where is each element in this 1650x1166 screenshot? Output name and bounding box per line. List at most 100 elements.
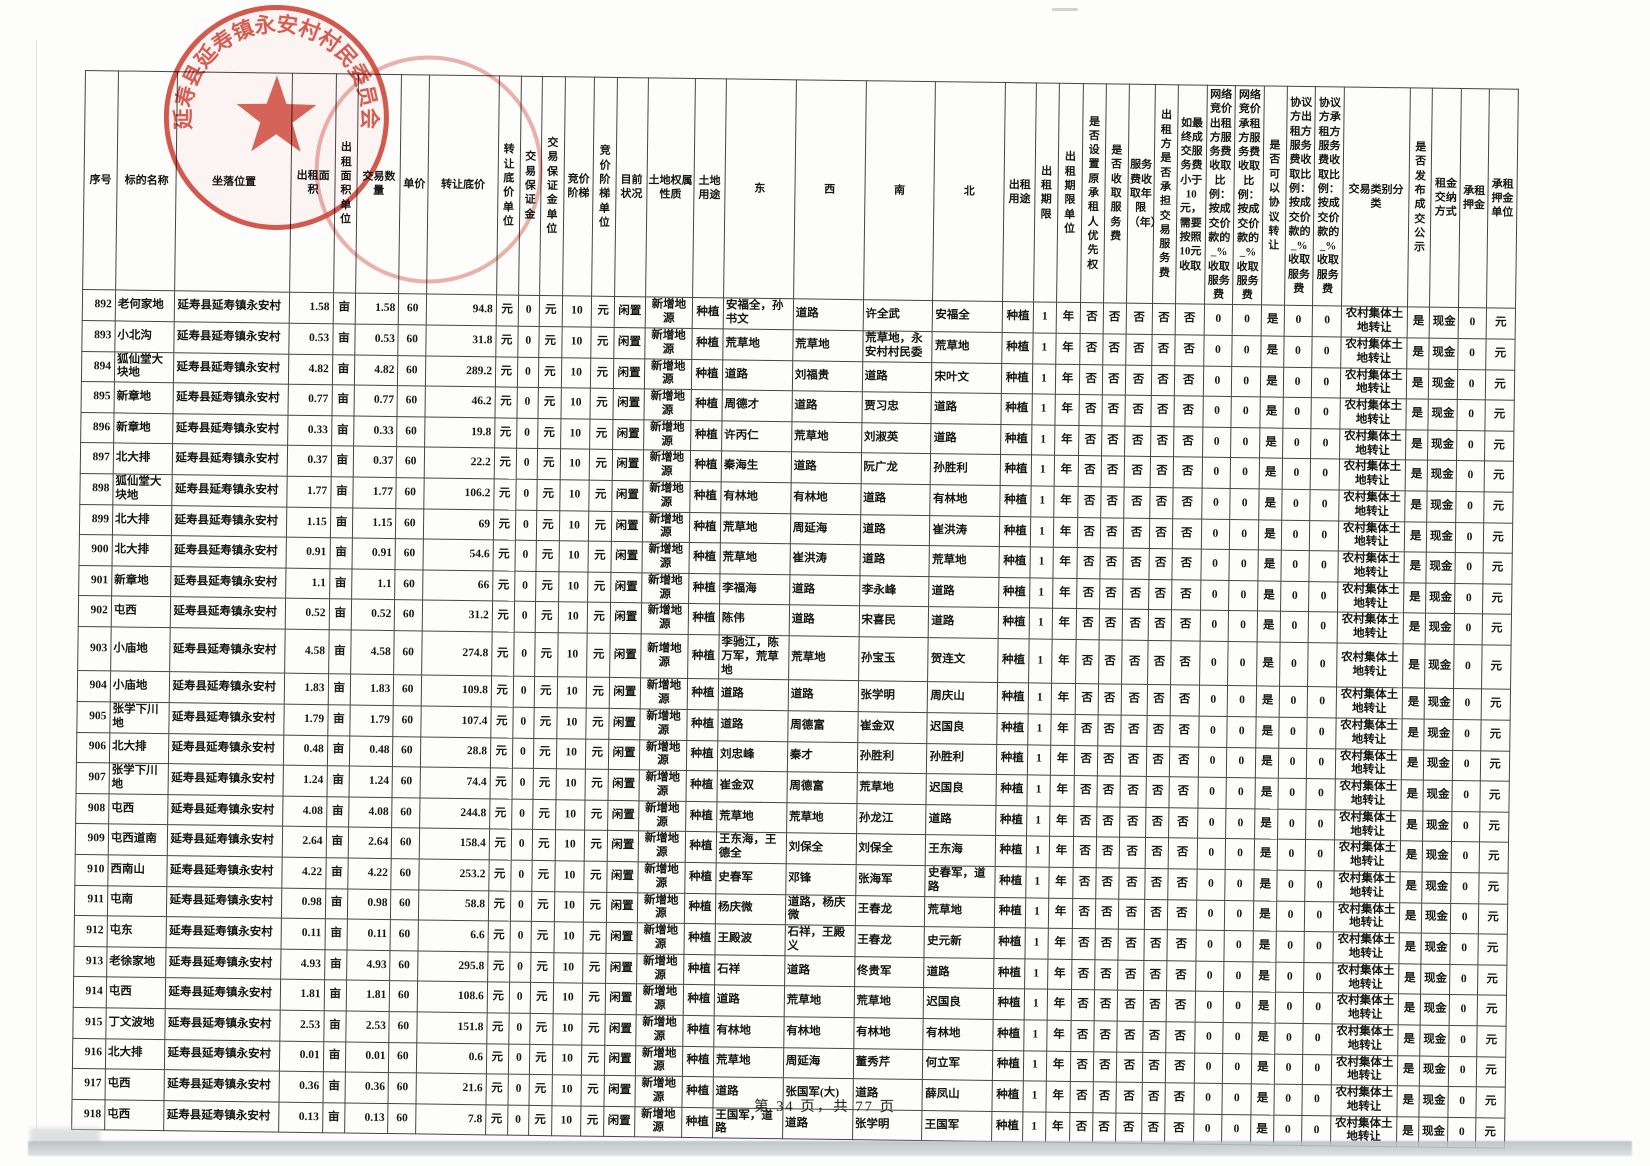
table-cell: 902 (78, 595, 112, 627)
table-cell: 元 (1483, 491, 1514, 523)
table-cell: 0 (1451, 811, 1480, 843)
table-cell: 107.4 (420, 705, 492, 738)
table-cell: 元 (489, 829, 512, 861)
table-cell: 是 (1406, 307, 1430, 339)
table-cell: 0 (1456, 460, 1485, 492)
table-cell: 史元新 (924, 926, 995, 959)
table-cell: 亩 (330, 476, 354, 508)
table-cell: 种植 (684, 923, 716, 955)
table-cell: 现金 (1429, 338, 1459, 370)
table-cell: 0.48 (283, 734, 328, 766)
table-cell: 60 (391, 858, 420, 890)
table-cell: 0 (1276, 839, 1306, 871)
table-cell: 0 (514, 509, 537, 541)
table-cell: 0 (1457, 399, 1486, 431)
column-header: 序号 (82, 70, 119, 291)
table-cell: 延寿县延寿镇永安村 (172, 444, 289, 477)
table-cell: 否 (1077, 547, 1101, 579)
table-cell: 10 (555, 799, 586, 831)
table-cell: 亩 (323, 1041, 347, 1073)
table-cell: 0 (1456, 430, 1485, 462)
table-cell: 0 (1280, 580, 1310, 612)
table-cell: 延寿县延寿镇永安村 (166, 947, 282, 980)
table-cell: 1.1 (286, 567, 330, 600)
table-cell: 60 (393, 705, 422, 737)
table-cell: 0 (1280, 519, 1311, 551)
table-cell: 10 (558, 540, 589, 572)
table-cell: 0 (1197, 777, 1227, 809)
table-cell: 0 (1224, 900, 1254, 931)
table-cell: 0 (1448, 1025, 1478, 1057)
table-cell: 屯西 (111, 596, 172, 628)
table-cell: 李驰江，陈万军，荒草地 (718, 634, 789, 681)
table-cell: 是 (1256, 641, 1280, 687)
table-cell: 否 (1169, 715, 1199, 747)
table-cell: 迟国良 (923, 987, 994, 1020)
table-cell: 0 (1199, 610, 1229, 642)
table-cell: 10 (553, 921, 584, 953)
table-cell: 10 (561, 357, 592, 389)
table-cell: 种植 (992, 1049, 1024, 1081)
table-cell: 种植 (997, 638, 1030, 684)
table-cell: 1 (1025, 897, 1049, 929)
table-cell: 是 (1258, 488, 1282, 520)
table-cell: 否 (1096, 775, 1120, 807)
table-cell: 0 (508, 1013, 531, 1044)
table-cell: 元 (587, 633, 611, 678)
table-cell: 0 (1231, 396, 1261, 428)
table-cell: 许丙仁 (721, 420, 792, 453)
table-cell: 否 (1117, 898, 1145, 930)
table-cell: 否 (1092, 1112, 1116, 1144)
table-cell: 60 (395, 508, 424, 540)
table-cell: 0 (1226, 747, 1256, 779)
table-cell: 种植 (686, 709, 719, 741)
table-cell: 年 (1048, 836, 1074, 868)
table-cell: 元 (490, 737, 513, 769)
table-cell: 912 (74, 915, 108, 947)
table-cell: 农村集体土地转让 (1340, 398, 1407, 430)
table-cell: 60 (394, 569, 424, 601)
table-cell: 屯南 (107, 885, 168, 917)
table-cell: 否 (1079, 364, 1103, 396)
table-cell: 0 (513, 632, 536, 677)
table-cell: 延寿县延寿镇永安村 (166, 916, 282, 949)
table-cell: 0 (1450, 872, 1480, 904)
table-cell: 种植 (1002, 332, 1034, 364)
table-cell: 10 (560, 418, 591, 450)
table-cell: 道路 (930, 423, 1002, 455)
table-cell: 0 (1197, 746, 1228, 778)
table-cell: 种植 (997, 713, 1029, 745)
table-cell: 元 (588, 541, 612, 573)
table-cell: 年 (1048, 897, 1074, 929)
table-cell: 否 (1166, 960, 1196, 992)
table-cell: 0 (1276, 870, 1306, 902)
table-cell: 否 (1123, 487, 1151, 519)
table-cell: 否 (1165, 1021, 1195, 1053)
table-cell: 种植 (993, 1019, 1025, 1051)
table-cell: 周德富 (786, 771, 857, 804)
table-cell: 否 (1096, 837, 1120, 869)
table-cell: 1.77 (287, 476, 331, 508)
table-cell: 元 (487, 951, 510, 983)
table-cell: 4.08 (283, 795, 327, 828)
table-cell: 元 (1480, 719, 1511, 751)
table-cell: 否 (1071, 1020, 1095, 1052)
table-cell: 现金 (1421, 933, 1451, 965)
table-cell: 1.81 (280, 979, 325, 1011)
table-cell: 元 (1481, 689, 1511, 721)
table-cell: 否 (1152, 303, 1176, 335)
table-cell: 否 (1103, 303, 1127, 335)
table-cell: 0 (515, 479, 538, 511)
column-header: 出租期限 (1033, 82, 1060, 303)
table-cell: 年 (1052, 578, 1078, 609)
table-cell: 909 (75, 823, 109, 855)
table-cell: 元 (585, 738, 609, 770)
table-cell: 10 (559, 449, 591, 481)
column-header: 是否发布成交公示 (1407, 87, 1433, 308)
table-cell: 60 (389, 1011, 418, 1043)
scan-shadow-corner (30, 1128, 100, 1144)
table-cell: 0 (1303, 962, 1334, 994)
table-cell: 0 (1198, 716, 1228, 748)
table-cell: 10 (553, 952, 584, 984)
table-cell: 荒草地 (924, 896, 996, 928)
